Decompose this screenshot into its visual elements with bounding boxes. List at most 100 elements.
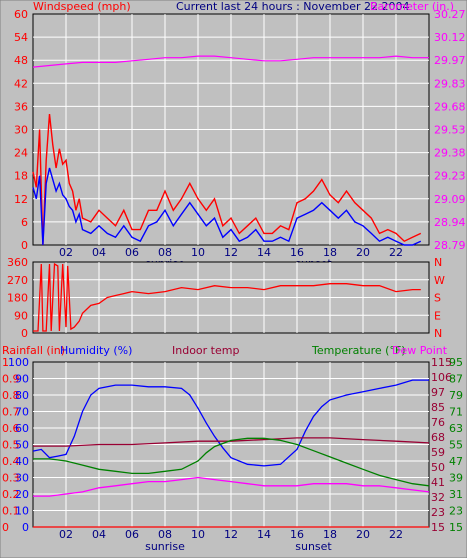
compass-tick-label: W: [434, 274, 445, 287]
humidity-tick-label: 80: [15, 389, 29, 402]
barometer-tick-label: 29.53: [434, 124, 466, 137]
wind-x-tick: 18: [323, 246, 337, 259]
dewpoint-axis-title: Dew Point: [392, 344, 448, 357]
wind-tick-label: 30: [14, 124, 28, 137]
barometer-axis-title: Barometer (in.): [370, 0, 454, 13]
temperature-tick-label: 15: [449, 521, 463, 534]
humidity-axis-title: Humidity (%): [60, 344, 132, 357]
wind-x-tick: 22: [389, 246, 403, 259]
climate-x-tick: 04: [92, 528, 106, 541]
indoor-temp-tick-label: 106: [431, 371, 452, 384]
humidity-line: [32, 379, 429, 467]
climate-x-tick: 20: [356, 528, 370, 541]
indoor-temp-tick-label: 97: [431, 386, 445, 399]
temperature-line: [33, 437, 430, 487]
wind-tick-label: 36: [14, 100, 28, 113]
barometer-tick-label: 30.12: [434, 31, 466, 44]
humidity-tick-label: 10: [15, 505, 29, 518]
wind-tick-label: 12: [14, 193, 28, 206]
direction-left-axis: 0 90 180 270 360: [7, 256, 28, 340]
wind-tick-label: 60: [14, 8, 28, 21]
windspeed-axis-title: Windspeed (mph): [33, 0, 131, 13]
climate-x-tick: 10: [191, 528, 205, 541]
temperature-tick-label: 23: [449, 505, 463, 518]
humidity-tick-label: 30: [15, 472, 29, 485]
indoor-temp-tick-label: 85: [431, 401, 445, 414]
barometer-tick-label: 28.94: [434, 216, 466, 229]
barometer-tick-label: 28.79: [434, 239, 466, 252]
barometer-tick-label: 29.09: [434, 193, 466, 206]
rainfall-tick-label: 0.8: [2, 389, 20, 402]
wind-x-tick: 12: [224, 246, 238, 259]
wind-tick-label: 6: [21, 216, 28, 229]
barometer-tick-label: 29.23: [434, 170, 466, 183]
climate-x-tick: 08: [158, 528, 172, 541]
gust-line: [32, 114, 422, 246]
climate-x-tick: 12: [224, 528, 238, 541]
indoor-temp-tick-label: 41: [431, 476, 445, 489]
humidity-tick-label: 40: [15, 455, 29, 468]
wind-x-tick: 20: [356, 246, 370, 259]
wind-left-axis: 0 6 12 18 24 30 36 42 48 54 60: [14, 8, 28, 252]
indoor-temp-axis-title: Indoor temp: [172, 344, 239, 357]
climate-x-tick: 06: [125, 528, 139, 541]
indoor-temp-tick-label: 59: [431, 446, 445, 459]
climate-x-axis: 02 04 06 08 10 12 14 16 18 20 22 sunrise sunset: [59, 528, 403, 553]
wind-panel-grid: [33, 14, 429, 245]
wind-tick-label: 54: [14, 31, 28, 44]
rainfall-tick-label: 0.9: [2, 373, 20, 386]
humidity-tick-label: 70: [15, 406, 29, 419]
barometer-tick-label: 29.97: [434, 54, 466, 67]
rainfall-tick-label: 0.7: [2, 406, 20, 419]
direction-panel-grid: [33, 262, 429, 333]
barometer-line: [32, 55, 429, 68]
wind-right-axis: 28.79 28.94 29.09 29.23 29.38 29.53 29.68 29.83…: [434, 8, 466, 252]
dewpoint-line: [33, 476, 430, 497]
wind-tick-label: 42: [14, 77, 28, 90]
indoor-temp-tick-label: 50: [431, 461, 445, 474]
indoor-temp-tick-label: 68: [431, 431, 445, 444]
rainfall-tick-label: 0: [2, 521, 9, 534]
rainfall-tick-label: 0.6: [2, 422, 20, 435]
wind-direction-line: [33, 262, 421, 332]
climate-x-tick: 22: [389, 528, 403, 541]
direction-tick-label: 270: [7, 274, 28, 287]
barometer-tick-label: 29.38: [434, 147, 466, 160]
climate-x-tick: 16: [290, 528, 304, 541]
temperature-tick-label: 47: [449, 455, 463, 468]
rainfall-axis-title: Rainfall (in): [2, 344, 65, 357]
climate-series: [32, 379, 430, 528]
wind-x-tick: 16: [290, 246, 304, 259]
direction-tick-label: 180: [7, 292, 28, 305]
climate-axes: 00.10.20.30.40.50.60.70.80.9101020304050…: [2, 356, 463, 534]
wind-tick-label: 24: [14, 147, 28, 160]
compass-tick-label: N: [434, 256, 442, 269]
wind-x-tick: 10: [191, 246, 205, 259]
compass-tick-label: N: [434, 327, 442, 340]
wind-x-tick: 02: [59, 246, 73, 259]
climate-x-tick: 18: [323, 528, 337, 541]
temperature-tick-label: 87: [449, 373, 463, 386]
wind-x-tick: 08: [158, 246, 172, 259]
indoor-temp-tick-label: 76: [431, 416, 445, 429]
temperature-tick-label: 55: [449, 439, 463, 452]
wind-tick-label: 18: [14, 170, 28, 183]
barometer-tick-label: 29.83: [434, 77, 466, 90]
wind-tick-label: 48: [14, 54, 28, 67]
chart-title: Current last 24 hours : November 22 2004: [176, 0, 409, 13]
temperature-tick-label: 39: [449, 472, 463, 485]
indoor-temp-tick-label: 15: [431, 521, 445, 534]
wind-x-tick: 06: [125, 246, 139, 259]
indoor-temp-tick-label: 23: [431, 506, 445, 519]
rainfall-tick-label: 0.5: [2, 439, 20, 452]
wind-tick-label: 0: [21, 239, 28, 252]
rainfall-tick-label: 0.1: [2, 505, 20, 518]
sunset-marker: sunset: [295, 540, 332, 553]
direction-series: [33, 262, 421, 332]
direction-tick-label: 90: [14, 309, 28, 322]
indoor-temp-tick-label: 115: [431, 356, 452, 369]
humidity-tick-label: 20: [15, 488, 29, 501]
climate-x-tick: 14: [257, 528, 271, 541]
